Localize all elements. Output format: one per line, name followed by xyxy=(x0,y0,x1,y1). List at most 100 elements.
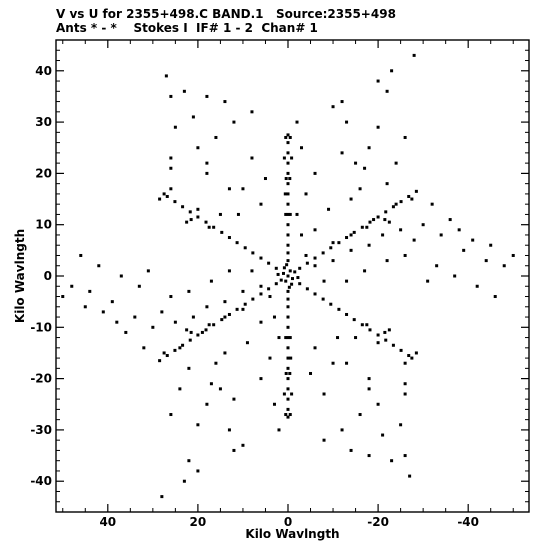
uv-point xyxy=(462,248,466,252)
uv-point xyxy=(365,225,369,229)
uv-point xyxy=(286,407,290,411)
uv-point xyxy=(286,415,290,419)
uv-point xyxy=(322,392,326,396)
uv-point xyxy=(336,336,340,340)
uv-point xyxy=(286,233,290,237)
uv-point xyxy=(321,251,325,255)
uv-point xyxy=(274,282,278,286)
uv-point xyxy=(322,438,326,442)
uv-point xyxy=(300,146,304,150)
uv-point xyxy=(414,351,418,355)
chart-title: V vs U for 2355+498.C BAND.1 Source:2355… xyxy=(56,7,396,21)
uv-point xyxy=(268,356,272,360)
uv-point xyxy=(236,212,240,216)
uv-point xyxy=(263,177,267,181)
uv-point xyxy=(169,187,173,191)
uv-point xyxy=(272,402,276,406)
uv-point xyxy=(284,279,288,283)
uv-point xyxy=(227,312,231,316)
uv-point xyxy=(282,266,286,270)
uv-point xyxy=(412,238,416,242)
uv-point xyxy=(70,284,74,288)
uv-point xyxy=(385,89,389,93)
uv-point xyxy=(227,428,231,432)
uv-point xyxy=(272,315,276,319)
uv-point xyxy=(391,343,395,347)
uv-point xyxy=(410,356,414,360)
uv-point xyxy=(250,269,254,273)
uv-point xyxy=(282,392,286,396)
uv-point xyxy=(345,361,349,365)
uv-point xyxy=(286,366,290,370)
uv-point xyxy=(227,236,231,240)
uv-point xyxy=(286,325,290,329)
uv-point xyxy=(304,253,308,257)
uv-point xyxy=(282,156,286,160)
uv-point xyxy=(196,146,200,150)
uv-point xyxy=(387,220,391,224)
uv-point xyxy=(188,338,192,342)
uv-point xyxy=(181,205,185,209)
uv-point xyxy=(232,120,236,124)
uv-point xyxy=(277,428,281,432)
uv-point xyxy=(286,387,290,391)
uv-point xyxy=(349,448,353,452)
uv-points xyxy=(61,53,515,499)
uv-point xyxy=(284,135,288,139)
uv-point xyxy=(191,315,195,319)
uv-point xyxy=(227,187,231,191)
uv-point xyxy=(243,246,247,250)
uv-point xyxy=(412,53,416,57)
uv-point xyxy=(286,377,290,381)
uv-point xyxy=(178,387,182,391)
uv-point xyxy=(279,278,283,282)
uv-point xyxy=(162,351,166,355)
uv-point xyxy=(169,413,173,417)
uv-point xyxy=(286,305,290,309)
uv-point xyxy=(286,289,290,293)
uv-point xyxy=(435,264,439,268)
uv-point xyxy=(288,135,292,139)
uv-point xyxy=(276,272,280,276)
uv-point xyxy=(286,243,290,247)
uv-point xyxy=(331,241,335,245)
uv-point xyxy=(329,302,333,306)
uv-point xyxy=(204,220,208,224)
uv-point xyxy=(158,359,162,363)
uv-point xyxy=(88,289,92,293)
uv-point xyxy=(173,348,177,352)
uv-point xyxy=(394,202,398,206)
uv-point xyxy=(296,276,300,280)
uv-point xyxy=(173,125,177,129)
uv-point xyxy=(295,120,299,124)
uv-point xyxy=(407,354,411,358)
uv-point xyxy=(188,210,192,214)
uv-point xyxy=(286,212,290,216)
uv-point xyxy=(365,323,369,327)
uv-point xyxy=(169,295,173,299)
uv-point xyxy=(439,233,443,237)
y-tick-label: -40 xyxy=(30,474,52,488)
uv-point xyxy=(79,253,83,257)
uv-point xyxy=(162,192,166,196)
uv-point xyxy=(367,243,371,247)
uv-point xyxy=(151,325,155,329)
uv-point xyxy=(331,259,335,263)
uv-point xyxy=(235,307,239,311)
uv-point xyxy=(448,218,452,222)
uv-point xyxy=(391,205,395,209)
uv-point xyxy=(368,220,372,224)
uv-point xyxy=(288,269,292,273)
uv-point xyxy=(385,182,389,186)
uv-point xyxy=(360,225,364,229)
uv-point xyxy=(403,135,407,139)
uv-point xyxy=(383,218,387,222)
uv-point xyxy=(285,263,289,267)
uv-point xyxy=(403,361,407,365)
uv-point xyxy=(286,192,290,196)
y-tick-label: 20 xyxy=(35,166,52,180)
uv-point xyxy=(286,141,290,145)
uv-point xyxy=(372,218,376,222)
uv-point xyxy=(313,346,317,350)
